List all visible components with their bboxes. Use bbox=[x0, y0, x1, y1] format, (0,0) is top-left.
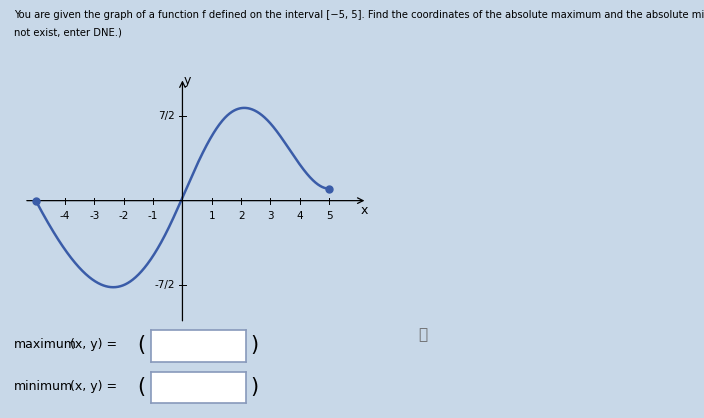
Text: 5: 5 bbox=[326, 212, 332, 222]
Text: -3: -3 bbox=[89, 212, 100, 222]
Text: ⓘ: ⓘ bbox=[418, 327, 427, 342]
Text: minimum: minimum bbox=[14, 380, 73, 393]
Text: 2: 2 bbox=[238, 212, 244, 222]
Text: -2: -2 bbox=[118, 212, 129, 222]
Text: ): ) bbox=[250, 335, 258, 355]
Text: 1: 1 bbox=[208, 212, 215, 222]
Text: (x, y) =: (x, y) = bbox=[70, 338, 118, 352]
Text: (: ( bbox=[137, 377, 146, 397]
Text: y: y bbox=[184, 74, 191, 87]
Text: -7/2: -7/2 bbox=[155, 280, 175, 290]
Text: not exist, enter DNE.): not exist, enter DNE.) bbox=[14, 27, 122, 37]
Text: ): ) bbox=[250, 377, 258, 397]
Text: 4: 4 bbox=[296, 212, 303, 222]
Text: 3: 3 bbox=[267, 212, 274, 222]
Text: (: ( bbox=[137, 335, 146, 355]
Text: -1: -1 bbox=[148, 212, 158, 222]
Text: 7/2: 7/2 bbox=[158, 111, 175, 121]
Text: -4: -4 bbox=[60, 212, 70, 222]
Text: maximum: maximum bbox=[14, 338, 77, 352]
Text: You are given the graph of a function f defined on the interval [−5, 5]. Find th: You are given the graph of a function f … bbox=[14, 10, 704, 20]
Text: (x, y) =: (x, y) = bbox=[70, 380, 118, 393]
Text: x: x bbox=[360, 204, 368, 217]
